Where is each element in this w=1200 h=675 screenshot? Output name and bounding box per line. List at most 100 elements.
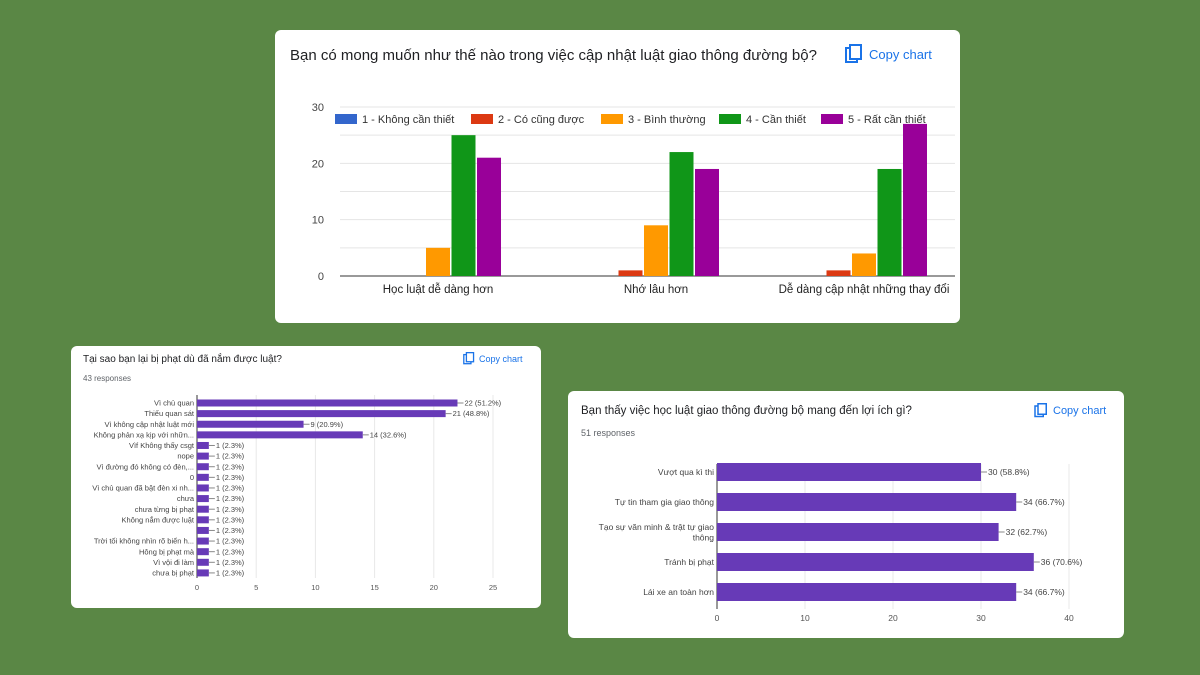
copy-chart-button[interactable]: Copy chart xyxy=(1034,403,1106,418)
category-label: chưa xyxy=(177,494,195,503)
data-label: 1 (2.3%) xyxy=(216,558,245,567)
copy-icon xyxy=(463,352,475,365)
bar xyxy=(197,505,209,513)
data-label: 9 (20.9%) xyxy=(311,420,344,429)
bar xyxy=(197,516,209,524)
category-label: Vì vội đi làm xyxy=(153,558,194,567)
data-label: 32 (62.7%) xyxy=(1006,527,1048,537)
response-count: 43 responses xyxy=(83,374,132,383)
y-tick-label: 10 xyxy=(312,215,324,227)
legend-swatch xyxy=(719,114,741,124)
legend-label: 1 - Không cần thiết xyxy=(362,114,454,126)
chart-card-benefits: Bạn thấy việc học luật giao thông đường … xyxy=(568,391,1124,638)
data-label: 30 (58.8%) xyxy=(988,467,1030,477)
copy-chart-label: Copy chart xyxy=(479,353,523,364)
x-tick-label: 20 xyxy=(888,613,898,623)
bar xyxy=(197,420,304,428)
bar xyxy=(197,526,209,534)
category-label: Vì không cập nhật luật mới xyxy=(104,420,194,429)
category-label: Vìf Không thấy csgt xyxy=(129,441,195,450)
legend-swatch xyxy=(601,114,623,124)
x-tick-label: 15 xyxy=(370,583,378,592)
category-label: nope xyxy=(177,452,194,461)
data-label: 34 (66.7%) xyxy=(1023,497,1065,507)
data-label: 34 (66.7%) xyxy=(1023,587,1065,597)
bar xyxy=(717,553,1034,571)
data-label: 1 (2.3%) xyxy=(216,473,245,482)
category-label: chưa từng bị phạt xyxy=(135,505,195,514)
bar xyxy=(197,399,458,407)
copy-chart-button[interactable]: Copy chart xyxy=(463,352,523,365)
chart-title: Bạn có mong muốn như thế nào trong việc … xyxy=(290,47,817,64)
bar xyxy=(695,168,719,276)
copy-chart-button[interactable]: Copy chart xyxy=(845,44,932,64)
legend-label: 2 - Có cũng được xyxy=(498,114,585,126)
legend-label: 3 - Bình thường xyxy=(628,114,706,126)
bar xyxy=(852,253,876,276)
chart-card-update-wishes: Bạn có mong muốn như thế nào trong việc … xyxy=(275,30,960,323)
category-label: Thiếu quan sát xyxy=(144,409,195,418)
chart-title: Bạn thấy việc học luật giao thông đường … xyxy=(581,405,912,417)
category-label: Vượt qua kì thi xyxy=(658,467,714,477)
bar xyxy=(197,537,209,545)
data-label: 1 (2.3%) xyxy=(216,462,245,471)
bar xyxy=(197,410,446,418)
legend-swatch xyxy=(335,114,357,124)
data-label: 21 (48.8%) xyxy=(453,409,490,418)
bar xyxy=(717,463,981,481)
bar xyxy=(669,152,694,276)
x-tick-label: Nhớ lâu hơn xyxy=(624,284,688,296)
data-label: 1 (2.3%) xyxy=(216,494,245,503)
y-tick-label: 20 xyxy=(312,158,324,170)
category-label: Tự tin tham gia giao thông xyxy=(615,497,715,507)
chart-title: Tại sao bạn lại bị phạt dù đã nắm được l… xyxy=(83,354,282,365)
x-tick-label: 20 xyxy=(430,583,438,592)
data-label: 1 (2.3%) xyxy=(216,441,245,450)
bar xyxy=(197,452,209,460)
x-tick-label: 5 xyxy=(254,583,258,592)
category-label: Tạo sự văn minh & trật tự giao xyxy=(599,522,715,532)
grouped-bar-chart: 0 10 20 30 Học luật dễ dàng hơn Nhớ lâu hơn Dễ… xyxy=(312,102,955,296)
bar xyxy=(426,247,450,276)
bar xyxy=(197,441,209,449)
category-label: Không phản xạ kịp với nhữn... xyxy=(94,430,194,439)
horizontal-bar-chart: 0 10 20 30 40 30 (58.8%) Vượt qua kì thi 34 (66… xyxy=(599,463,1083,623)
data-label: 1 (2.3%) xyxy=(216,484,245,493)
x-tick-label: 40 xyxy=(1064,613,1074,623)
category-label: Tránh bị phạt xyxy=(664,557,714,567)
legend-swatch xyxy=(471,114,493,124)
category-label: Vì đường đó không có đèn,... xyxy=(96,462,194,471)
chart-card-fined-reasons: Tại sao bạn lại bị phạt dù đã nắm được l… xyxy=(71,346,541,608)
bar xyxy=(451,135,476,276)
x-tick-label: Dễ dàng cập nhật những thay đổi xyxy=(779,283,950,296)
data-label: 1 (2.3%) xyxy=(216,515,245,524)
data-label: 1 (2.3%) xyxy=(216,537,245,546)
x-tick-label: 10 xyxy=(311,583,319,592)
response-count: 51 responses xyxy=(581,428,636,438)
y-tick-label: 0 xyxy=(318,271,324,283)
x-tick-label: 10 xyxy=(800,613,810,623)
category-label: Không nắm được luật xyxy=(122,515,195,524)
bar xyxy=(717,493,1017,511)
x-tick-label: 30 xyxy=(976,613,986,623)
bar xyxy=(618,270,643,276)
bar xyxy=(197,431,363,439)
bar xyxy=(197,463,209,471)
data-label: 1 (2.3%) xyxy=(216,452,245,461)
category-label: Vì chủ quan đã bật đèn xi nh... xyxy=(92,484,194,493)
data-label: 1 (2.3%) xyxy=(216,505,245,514)
bar xyxy=(197,569,209,577)
data-label: 1 (2.3%) xyxy=(216,547,245,556)
bar xyxy=(717,583,1017,601)
bar xyxy=(197,548,209,556)
bar xyxy=(197,484,209,492)
category-label: Trời tối không nhìn rõ biển h... xyxy=(94,537,194,546)
data-label: 14 (32.6%) xyxy=(370,430,407,439)
copy-chart-label: Copy chart xyxy=(869,46,932,62)
x-tick-label: 0 xyxy=(715,613,720,623)
bar xyxy=(197,495,209,503)
bar xyxy=(477,157,501,276)
bar xyxy=(717,523,999,541)
copy-icon xyxy=(845,44,862,63)
data-label: 36 (70.6%) xyxy=(1041,557,1083,567)
